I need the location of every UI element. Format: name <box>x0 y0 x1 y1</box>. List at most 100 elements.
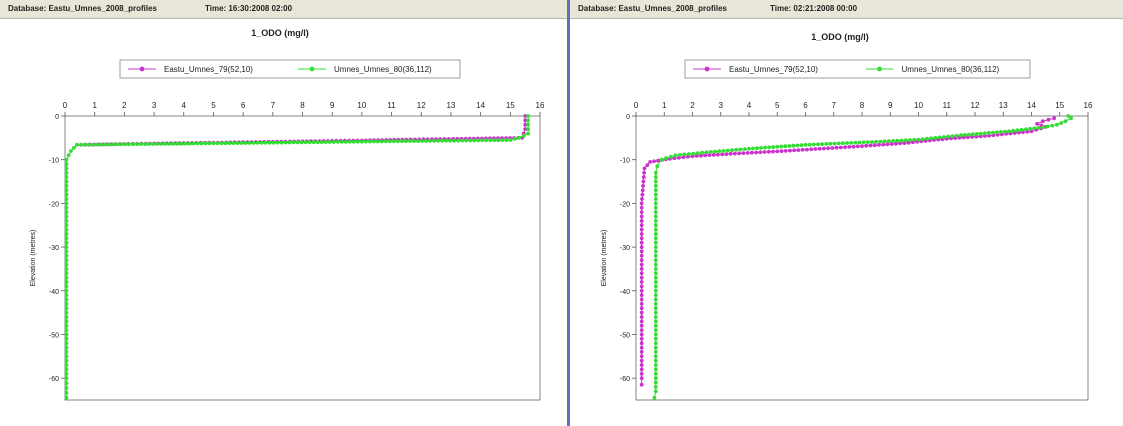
data-point <box>335 140 340 144</box>
data-point <box>902 141 907 146</box>
data-point <box>682 152 687 157</box>
data-point <box>903 138 908 143</box>
data-point <box>653 271 658 276</box>
data-point <box>716 152 720 157</box>
data-point <box>700 150 705 155</box>
data-point <box>64 284 69 289</box>
data-point <box>420 139 424 143</box>
data-point <box>639 262 644 267</box>
data-point <box>64 227 69 232</box>
data-point <box>865 140 870 145</box>
window-divider <box>567 0 570 426</box>
data-point <box>709 150 713 154</box>
data-point <box>66 153 71 158</box>
data-point <box>1019 127 1024 132</box>
data-point <box>653 249 658 254</box>
data-point <box>372 139 376 144</box>
data-point <box>733 151 737 156</box>
data-point <box>64 157 69 162</box>
x-tick-label: 1 <box>92 101 97 110</box>
profile-chart-right: 1_ODO (mg/l) Eastu_Umnes_79(52,10) Umnes_U… <box>601 32 1093 401</box>
data-point <box>303 140 308 145</box>
data-point <box>639 376 644 381</box>
data-point <box>484 138 489 143</box>
data-point <box>1040 119 1045 124</box>
data-point <box>64 236 69 241</box>
data-point <box>408 139 412 144</box>
legend-label: Umnes_Umnes_80(36,112) <box>902 65 1000 74</box>
data-point <box>799 143 804 148</box>
data-point <box>920 137 925 142</box>
data-point <box>639 249 644 254</box>
data-point <box>203 141 208 146</box>
data-point <box>653 188 658 193</box>
data-point <box>861 140 866 145</box>
data-point <box>64 205 69 210</box>
data-point <box>855 144 860 149</box>
data-point <box>699 153 703 158</box>
data-point <box>817 146 822 151</box>
data-point <box>1035 122 1039 126</box>
data-point <box>834 145 839 150</box>
data-point <box>1028 126 1032 131</box>
data-point <box>367 139 372 144</box>
data-point <box>199 141 204 146</box>
legend: Eastu_Umnes_79(52,10) Umnes_Umnes_80(36,1… <box>684 59 1031 79</box>
data-point <box>1032 126 1037 131</box>
data-point <box>738 147 743 152</box>
data-point <box>639 214 644 219</box>
data-point <box>648 160 652 164</box>
data-point <box>987 133 991 138</box>
data-point <box>653 275 658 280</box>
time-label: Time: 16:30:2008 02:00 <box>205 4 293 13</box>
data-point <box>642 170 646 175</box>
data-point <box>476 138 481 143</box>
data-point <box>456 138 460 143</box>
data-point <box>857 140 862 145</box>
y-tick-label: -50 <box>49 332 59 339</box>
data-point <box>655 164 660 169</box>
data-point <box>874 139 878 144</box>
data-point <box>64 179 69 184</box>
data-point <box>424 139 428 143</box>
x-tick-label: 1 <box>662 101 667 110</box>
data-point <box>742 147 747 152</box>
data-point <box>64 332 69 337</box>
legend-marker <box>309 66 315 72</box>
data-point <box>751 146 755 151</box>
x-tick-label: 4 <box>182 101 187 110</box>
data-point <box>521 133 526 138</box>
data-point <box>653 184 658 188</box>
data-point <box>526 114 530 118</box>
legend-marker <box>877 66 882 72</box>
data-point <box>653 245 658 250</box>
data-point <box>728 151 733 156</box>
x-tick-label: 8 <box>860 101 865 110</box>
data-point <box>64 267 69 271</box>
data-point <box>639 382 644 387</box>
x-tick-label: 16 <box>536 101 545 110</box>
data-point <box>523 127 528 131</box>
data-point <box>271 140 276 145</box>
x-tick-label: 14 <box>476 101 485 110</box>
data-point <box>653 336 658 341</box>
data-point <box>115 142 119 147</box>
data-point <box>639 323 644 328</box>
data-point <box>673 153 678 158</box>
data-point <box>64 376 69 381</box>
y-tick-label: -30 <box>620 245 630 252</box>
data-point <box>183 141 188 146</box>
data-point <box>796 148 801 153</box>
data-point <box>639 245 644 250</box>
data-point <box>845 141 849 145</box>
data-point <box>111 142 115 147</box>
data-point <box>307 140 312 145</box>
data-point <box>159 142 164 146</box>
data-point <box>512 137 517 141</box>
x-tick-label: 3 <box>719 101 724 110</box>
data-point <box>251 141 256 145</box>
data-point <box>775 149 780 154</box>
data-point <box>653 219 658 223</box>
data-point <box>653 170 658 175</box>
data-point <box>975 132 979 136</box>
